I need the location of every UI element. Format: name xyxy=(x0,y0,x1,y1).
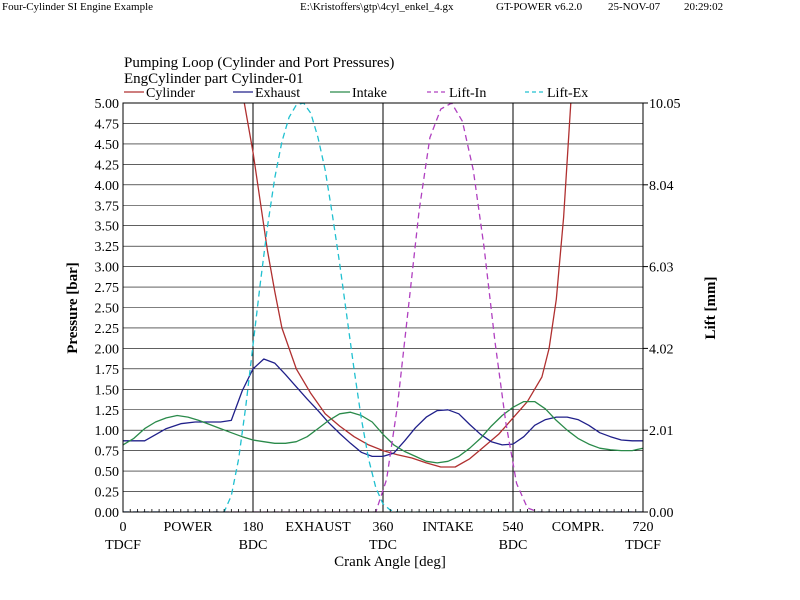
y2-tick-label: 0.00 xyxy=(649,506,674,521)
series-line-cylinder xyxy=(243,103,572,468)
x-sub-label: TDCF xyxy=(105,538,141,553)
x-phase-label: POWER xyxy=(164,520,214,535)
y-tick-label: 0.75 xyxy=(95,445,120,460)
chart-title: Pumping Loop (Cylinder and Port Pressure… xyxy=(124,55,394,71)
y-axis-ticks: 0.00 0.25 0.50 0.75 1.00 1.25 1.50 1.75 2.00 2.25… xyxy=(95,97,120,521)
y-tick-label: 4.50 xyxy=(95,138,120,153)
x-phase-label: COMPR. xyxy=(552,520,605,535)
y-tick-label: 1.00 xyxy=(95,424,120,439)
y-tick-label: 0.25 xyxy=(95,486,120,501)
series-line-intake xyxy=(123,400,643,464)
x-sub-label: TDCF xyxy=(625,538,661,553)
x-tick-label: 0 xyxy=(120,520,127,535)
report-version: GT-POWER v6.2.0 xyxy=(496,1,583,13)
y-tick-label: 2.00 xyxy=(95,342,120,357)
x-axis-label: Crank Angle [deg] xyxy=(334,554,446,570)
y2-tick-label: 6.03 xyxy=(649,261,674,276)
y2-tick-label: 8.04 xyxy=(649,179,674,194)
y2-tick-label: 4.02 xyxy=(649,342,674,357)
report-title: Four-Cylinder SI Engine Example xyxy=(2,1,153,13)
x-sub-label: BDC xyxy=(499,538,528,553)
y-tick-label: 4.25 xyxy=(95,158,120,173)
y-tick-label: 3.75 xyxy=(95,199,120,214)
legend-label: Exhaust xyxy=(255,86,300,101)
y-tick-label: 0.00 xyxy=(95,506,120,521)
x-tick-label: 720 xyxy=(633,520,654,535)
y-tick-label: 1.25 xyxy=(95,404,120,419)
series-line-exhaust xyxy=(123,358,643,458)
y-tick-label: 3.50 xyxy=(95,220,120,235)
series-line-lift-in xyxy=(123,103,643,512)
x-sub-label: BDC xyxy=(239,538,268,553)
y-tick-label: 1.75 xyxy=(95,363,120,378)
y-tick-label: 3.25 xyxy=(95,240,120,255)
y-tick-label: 2.50 xyxy=(95,302,120,317)
y-tick-label: 4.00 xyxy=(95,179,120,194)
y2-axis-label: Lift [mm] xyxy=(703,277,719,340)
x-phase-label: INTAKE xyxy=(423,520,474,535)
y-tick-label: 4.75 xyxy=(95,117,120,132)
y-tick-label: 3.00 xyxy=(95,261,120,276)
y-tick-label: 1.50 xyxy=(95,383,120,398)
y-tick-label: 2.75 xyxy=(95,281,120,296)
x-tick-label: 180 xyxy=(243,520,264,535)
chart-subtitle: EngCylinder part Cylinder-01 xyxy=(124,71,304,87)
chart-legend: Cylinder Exhaust Intake Lift-In Lift-Ex xyxy=(124,86,588,101)
legend-label: Lift-Ex xyxy=(547,86,588,101)
y-axis-label: Pressure [bar] xyxy=(65,262,81,354)
report-header: Four-Cylinder SI Engine Example E:\Krist… xyxy=(2,1,723,13)
report-file-path: E:\Kristoffers\gtp\4cyl_enkel_4.gx xyxy=(300,1,454,13)
y2-tick-label: 10.05 xyxy=(649,97,681,112)
y-tick-label: 5.00 xyxy=(95,97,120,112)
x-sub-label: TDC xyxy=(369,538,397,553)
report-time: 20:29:02 xyxy=(684,1,723,13)
report-date: 25-NOV-07 xyxy=(608,1,661,13)
y-tick-label: 0.50 xyxy=(95,465,120,480)
y2-axis-ticks: 0.00 2.01 4.02 6.03 8.04 10.05 xyxy=(643,97,681,521)
legend-label: Cylinder xyxy=(146,86,195,101)
x-tick-label: 540 xyxy=(503,520,524,535)
x-phase-label: EXHAUST xyxy=(285,520,351,535)
series-line-lift-ex xyxy=(123,103,643,512)
x-axis-ticks: 0 180 360 540 720 POWER EXHAUST INTAKE COMPR. TDC… xyxy=(105,520,661,553)
y2-tick-label: 2.01 xyxy=(649,424,674,439)
x-tick-label: 360 xyxy=(373,520,394,535)
legend-label: Lift-In xyxy=(449,86,486,101)
plot-frame xyxy=(122,102,644,513)
legend-label: Intake xyxy=(352,86,387,101)
y-tick-label: 2.25 xyxy=(95,322,120,337)
chart-series xyxy=(123,103,643,512)
